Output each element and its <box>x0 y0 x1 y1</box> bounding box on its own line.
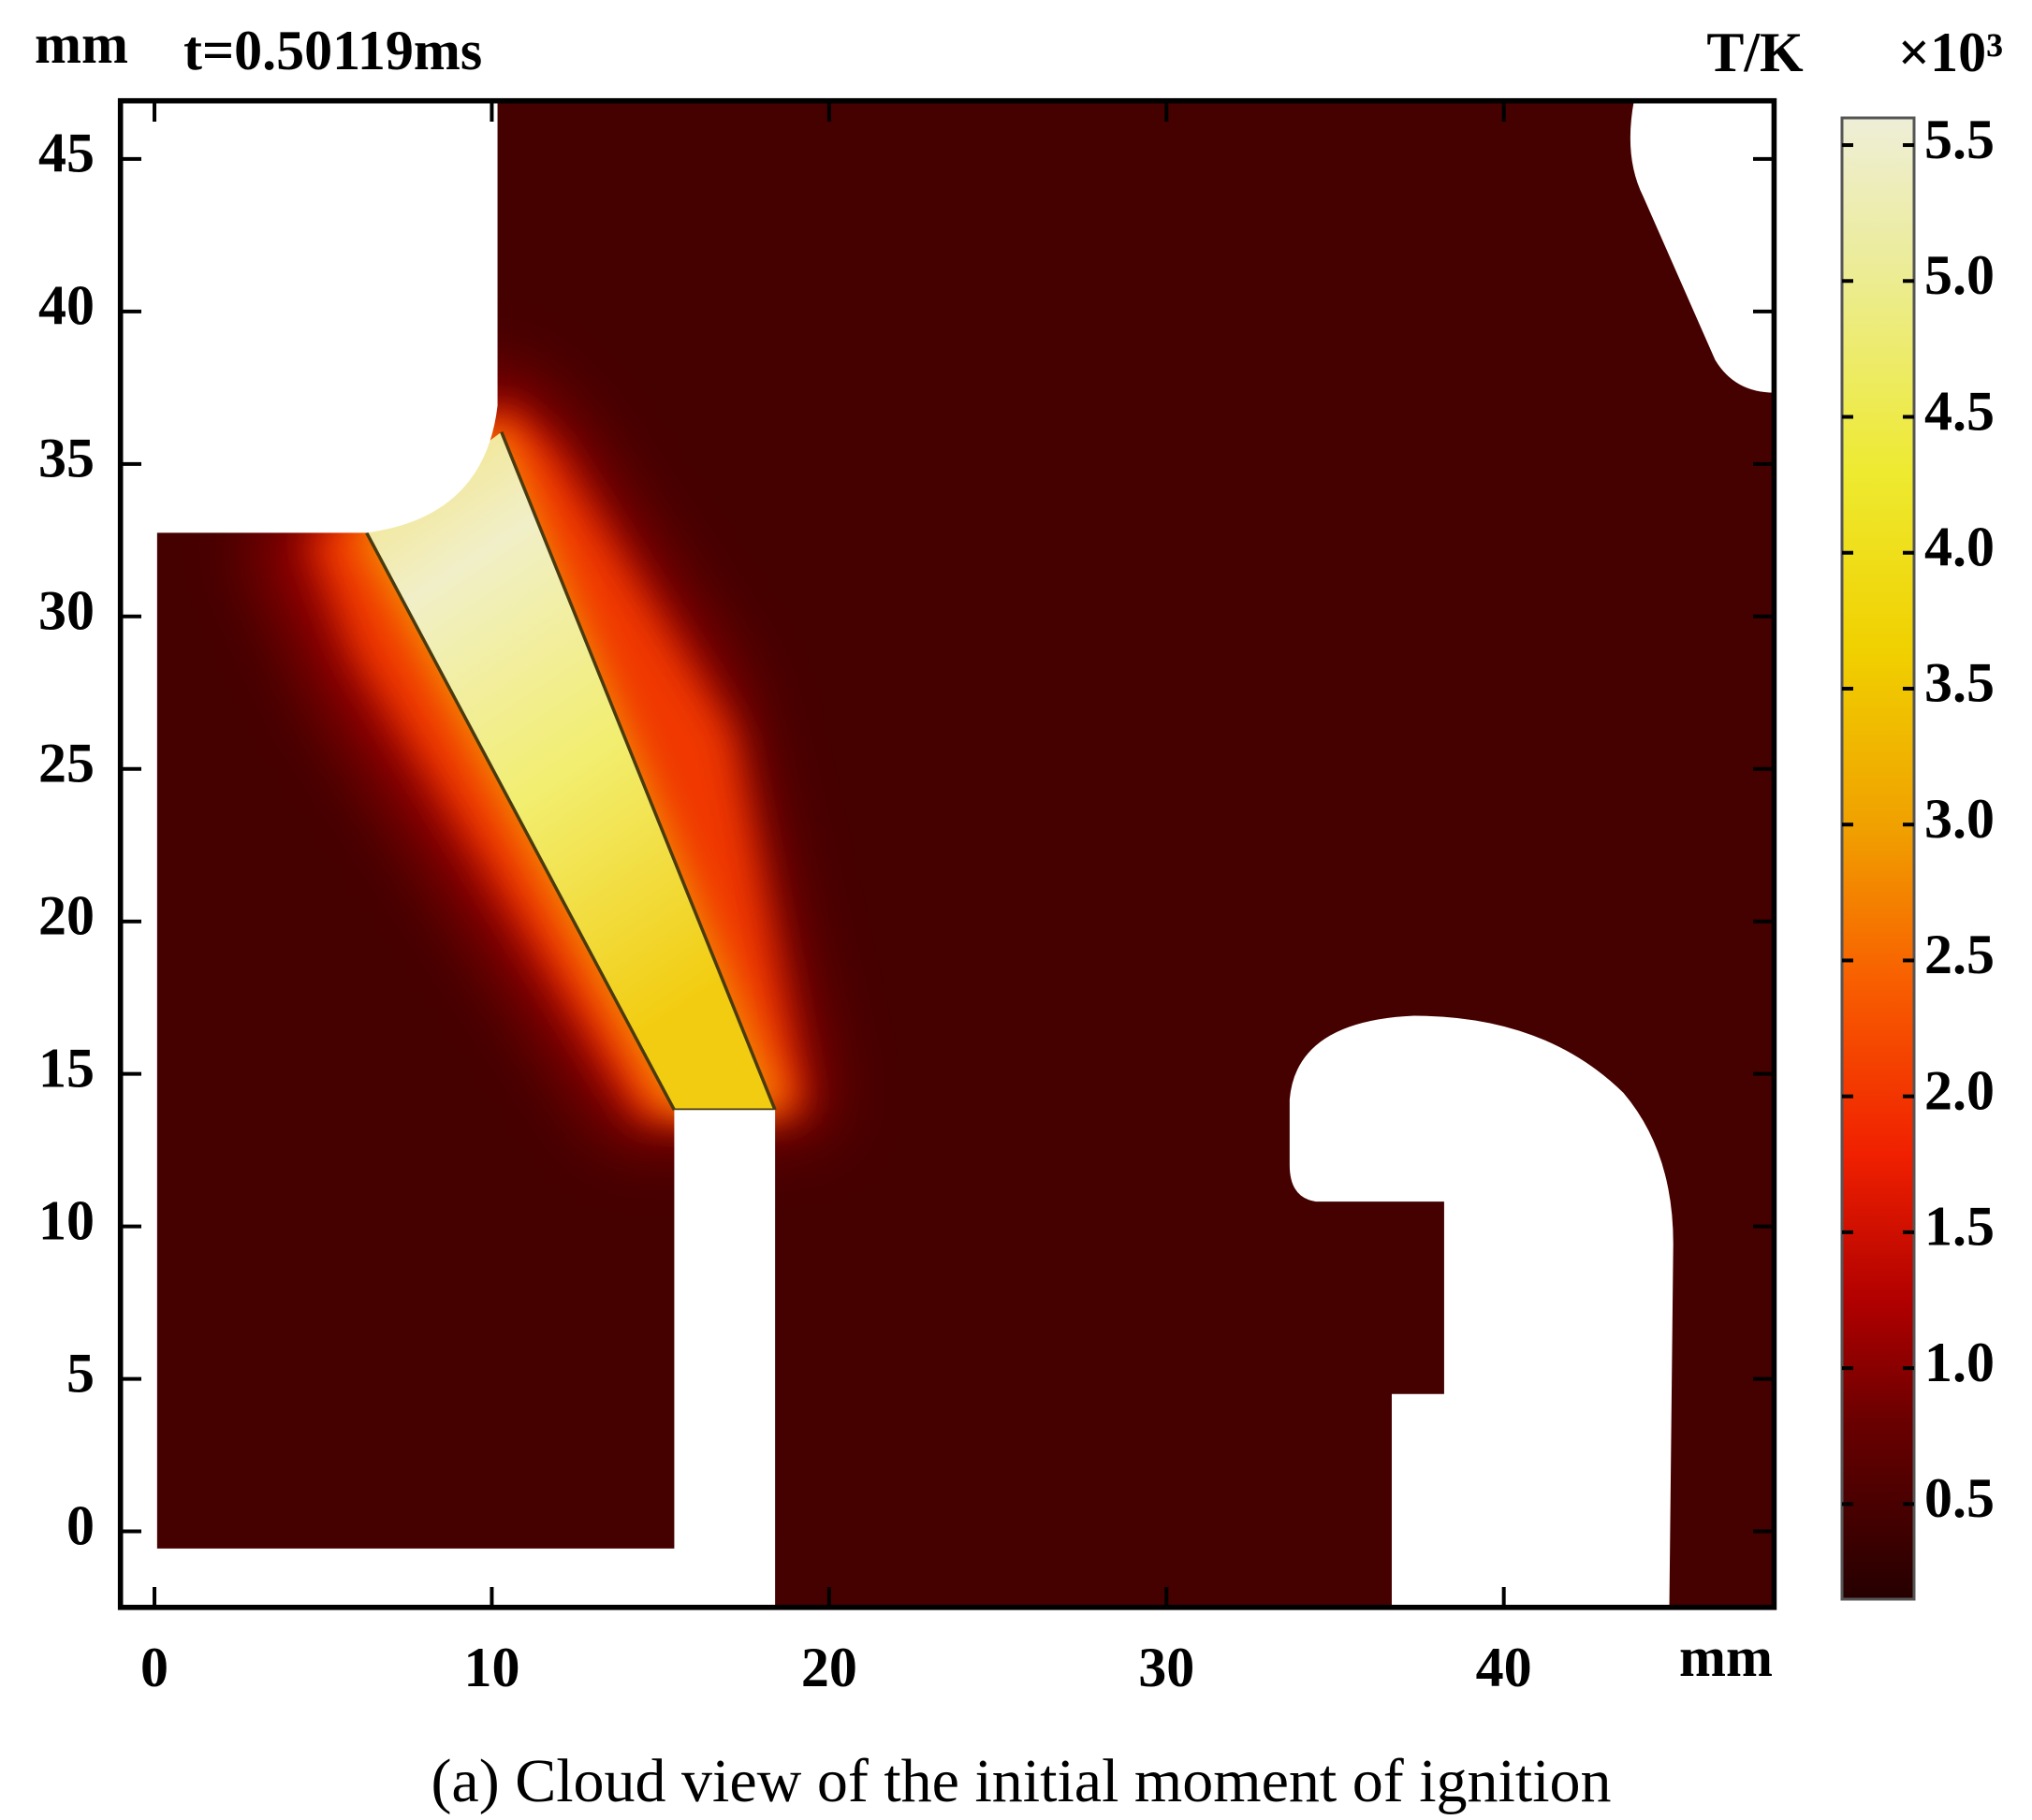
field-drawing <box>117 97 1777 1610</box>
colorbar-tick-label: 2.0 <box>1924 1059 1995 1121</box>
x-axis-label: mm <box>1679 1626 1773 1688</box>
y-tick-label: 45 <box>38 123 95 184</box>
y-tick-label: 30 <box>38 580 95 642</box>
jet-edge <box>365 531 676 1112</box>
solid-wall <box>1289 1015 1674 1608</box>
colorbar-tick-label: 0.5 <box>1924 1467 1995 1529</box>
y-tick-label: 5 <box>66 1342 95 1404</box>
colorbar-tick-label: 3.5 <box>1924 652 1995 714</box>
y-tick-label: 35 <box>38 428 95 489</box>
colorbar-tick-label: 1.5 <box>1924 1196 1995 1258</box>
x-tick-label: 0 <box>140 1637 168 1698</box>
colorbar-tick-label: 4.5 <box>1924 380 1995 442</box>
solid-wall <box>120 100 776 1608</box>
y-axis-label: mm <box>35 13 128 75</box>
colorbar-tick-label: 5.5 <box>1924 109 1995 170</box>
colorbar-tick-label: 3.0 <box>1924 788 1995 850</box>
chart-title: t=0.50119ms <box>183 20 482 81</box>
x-tick-label: 40 <box>1476 1637 1532 1698</box>
solid-wall <box>1630 100 1775 393</box>
colorbar-label: T/K <box>1706 22 1804 83</box>
y-tick-label: 15 <box>38 1037 95 1099</box>
x-tick-label: 10 <box>463 1637 519 1698</box>
y-tick-label: 10 <box>38 1189 95 1251</box>
caption: (a) Cloud view of the initial moment of … <box>431 1747 1611 1815</box>
y-tick-label: 40 <box>38 275 95 337</box>
jet-edge <box>500 430 777 1111</box>
colorbar-tick-label: 5.0 <box>1924 244 1995 306</box>
colorbar-tick-label: 4.0 <box>1924 516 1995 577</box>
x-tick-label: 20 <box>801 1637 857 1698</box>
y-tick-label: 0 <box>66 1494 95 1556</box>
jet-core <box>366 431 776 1111</box>
colorbar <box>1840 116 1916 1601</box>
colorbar-multiplier: ×10³ <box>1898 22 2003 83</box>
colorbar-tick-label: 1.0 <box>1924 1332 1995 1393</box>
y-tick-label: 20 <box>38 884 95 946</box>
plot-frame <box>117 97 1777 1610</box>
x-tick-label: 30 <box>1138 1637 1194 1698</box>
y-tick-label: 25 <box>38 733 95 794</box>
colorbar-tick-label: 2.5 <box>1924 924 1995 985</box>
